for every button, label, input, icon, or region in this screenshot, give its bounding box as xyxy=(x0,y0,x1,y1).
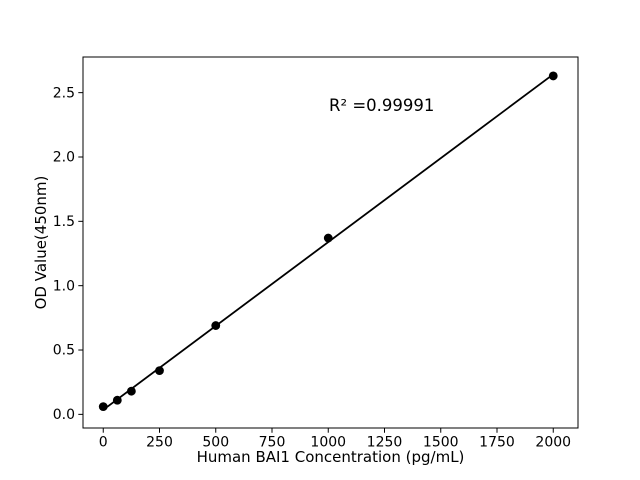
data-point xyxy=(98,402,108,412)
data-point xyxy=(112,395,122,405)
y-axis-label: OD Value(450nm) xyxy=(32,176,50,310)
x-tick-label: 750 xyxy=(259,435,286,451)
data-point xyxy=(211,321,221,330)
plot-dynamic-layer: 0 250 500 750 1000 1250 1500 1750 2000 0.0 0.5 1.0 1… xyxy=(53,56,579,451)
x-tick-label: 250 xyxy=(146,435,173,451)
data-point xyxy=(323,233,333,243)
y-tick-label: 0.5 xyxy=(53,343,75,359)
x-tick-label: 1500 xyxy=(423,435,459,451)
y-tick-label: 2.5 xyxy=(53,85,75,101)
x-tick-label: 1250 xyxy=(367,435,403,451)
x-tick-label: 1000 xyxy=(310,435,346,451)
x-tick-label: 2000 xyxy=(535,435,571,451)
x-tick-label: 500 xyxy=(202,435,229,451)
y-tick-label: 1.5 xyxy=(53,214,75,230)
x-tick-label: 0 xyxy=(99,435,108,451)
y-tick-label: 0.0 xyxy=(53,407,75,423)
data-point xyxy=(548,71,558,81)
x-tick-label: 1750 xyxy=(479,435,515,451)
r-squared-annotation: R² =0.99991 xyxy=(329,96,434,115)
y-tick-label: 2.0 xyxy=(53,150,75,166)
plot-frame xyxy=(82,56,579,429)
y-tick-label: 1.0 xyxy=(53,278,75,294)
data-point xyxy=(126,386,136,396)
x-axis-label: Human BAI1 Concentration (pg/mL) xyxy=(197,448,465,466)
data-point xyxy=(155,366,164,376)
